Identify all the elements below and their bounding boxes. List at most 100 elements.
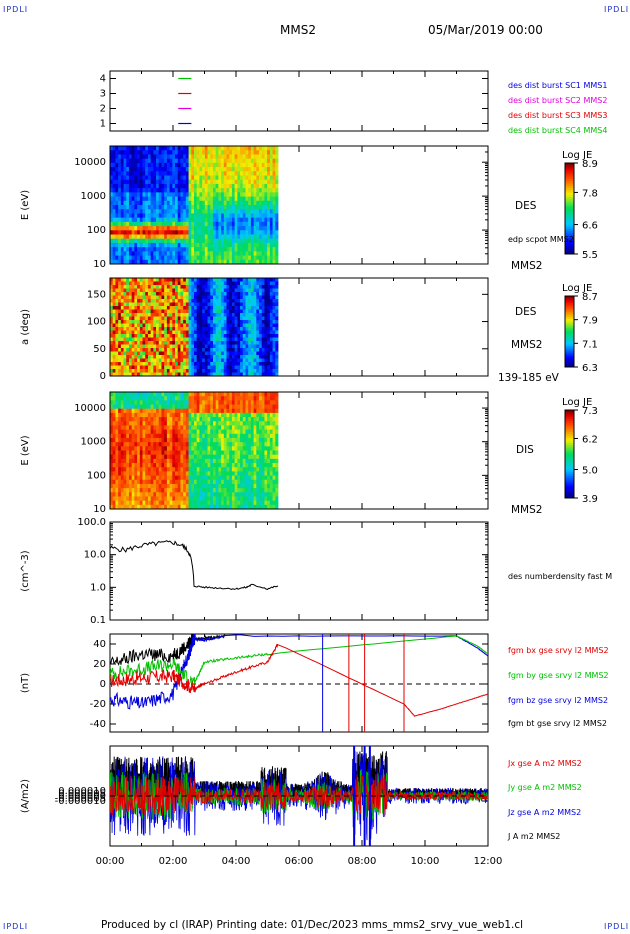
- y-tick-label: 4: [100, 74, 106, 85]
- spectro-cell: [204, 146, 208, 151]
- spectro-cell: [234, 183, 238, 189]
- spectro-cell: [169, 209, 173, 214]
- spectro-cell: [128, 450, 133, 456]
- spectro-cell: [172, 365, 176, 370]
- spectro-cell: [142, 167, 146, 172]
- spectro-cell: [237, 150, 241, 155]
- spectro-cell: [169, 504, 173, 510]
- spectro-cell: [172, 348, 176, 352]
- spectro-cell: [240, 247, 244, 252]
- spectro-cell: [256, 348, 260, 352]
- spectro-cell: [145, 299, 149, 303]
- spectro-cell: [188, 320, 192, 324]
- spectro-cell: [210, 313, 214, 317]
- spectro-cell: [158, 421, 162, 426]
- spectro-cell: [145, 238, 149, 244]
- spectro-cell: [250, 192, 255, 197]
- spectro-cell: [269, 209, 273, 214]
- spectro-cell: [240, 171, 244, 176]
- spectro-cell: [120, 446, 124, 451]
- spectro-cell: [172, 200, 176, 206]
- spectro-cell: [110, 433, 114, 439]
- spectro-cell: [147, 351, 152, 356]
- spectro-cell: [150, 158, 154, 164]
- spectro-cell: [120, 500, 124, 506]
- spectro-cell: [272, 288, 276, 293]
- spectro-cell: [261, 285, 265, 289]
- spectro-cell: [275, 334, 279, 338]
- spectro-cell: [142, 488, 146, 493]
- spectro-cell: [185, 316, 189, 321]
- spectro-cell: [202, 242, 206, 248]
- panel-frame-overlay: [109, 277, 489, 377]
- spectro-cell: [207, 205, 211, 210]
- spectro-cell: [126, 392, 130, 397]
- spectro-cell: [147, 442, 152, 447]
- spectro-cell: [199, 442, 203, 447]
- spectro-cell: [196, 437, 200, 443]
- spectro-cell: [120, 327, 124, 331]
- spectro-cell: [112, 400, 116, 405]
- spectro-cell: [272, 323, 276, 328]
- spectro-cell: [134, 392, 138, 397]
- spectro-cell: [199, 292, 203, 296]
- spectro-cell: [147, 400, 152, 405]
- spectro-cell: [175, 221, 179, 227]
- spectro-cell: [250, 372, 255, 377]
- spectro-cell: [153, 146, 157, 151]
- spectro-cell: [147, 463, 152, 468]
- spectro-cell: [145, 213, 149, 219]
- spectro-cell: [134, 412, 138, 418]
- spectro-cell: [259, 158, 263, 164]
- spectro-cell: [207, 188, 211, 193]
- spectro-cell: [177, 458, 181, 464]
- spectro-cell: [194, 365, 198, 370]
- spectro-cell: [139, 454, 143, 460]
- spectro-cell: [123, 247, 127, 252]
- spectro-cell: [237, 238, 241, 244]
- spectro-cell: [147, 330, 152, 335]
- spectro-cell: [188, 433, 192, 439]
- spectro-cell: [137, 446, 141, 451]
- spectro-cell: [250, 247, 255, 252]
- spectro-cell: [115, 463, 119, 468]
- spectro-cell: [142, 259, 146, 265]
- spectro-cell: [161, 323, 165, 328]
- spectro-cell: [164, 302, 168, 307]
- spectro-cell: [226, 309, 230, 314]
- spectro-cell: [145, 417, 149, 422]
- spectro-cell: [150, 429, 154, 435]
- spectro-cell: [134, 217, 138, 223]
- spectro-cell: [147, 146, 152, 151]
- spectro-cell: [231, 351, 236, 356]
- spectro-cell: [245, 251, 249, 256]
- spectro-cell: [131, 192, 135, 197]
- spectro-cell: [188, 162, 192, 168]
- spectro-cell: [175, 323, 179, 328]
- spectro-cell: [264, 292, 268, 296]
- spectro-cell: [147, 404, 152, 410]
- spectro-cell: [156, 285, 160, 289]
- spectro-cell: [142, 196, 146, 202]
- spectro-cell: [120, 278, 124, 282]
- spectro-cell: [199, 213, 203, 219]
- spectro-cell: [120, 404, 124, 410]
- spectro-cell: [161, 179, 165, 185]
- spectro-cell: [210, 292, 214, 296]
- spectro-cell: [199, 334, 203, 338]
- spectro-cell: [134, 316, 138, 321]
- spectro-cell: [134, 417, 138, 422]
- spectro-cell: [110, 404, 114, 410]
- spectro-cell: [166, 479, 171, 485]
- spectro-cell: [147, 247, 152, 252]
- spectro-cell: [134, 337, 138, 342]
- spectro-cell: [134, 467, 138, 472]
- spectro-cell: [131, 251, 135, 256]
- spectro-cell: [226, 259, 230, 265]
- spectro-cell: [139, 334, 143, 338]
- spectro-cell: [150, 313, 154, 317]
- spectro-cell: [128, 205, 133, 210]
- spectro-cell: [269, 358, 273, 363]
- spectro-cell: [161, 369, 165, 373]
- spectro-cell: [199, 255, 203, 261]
